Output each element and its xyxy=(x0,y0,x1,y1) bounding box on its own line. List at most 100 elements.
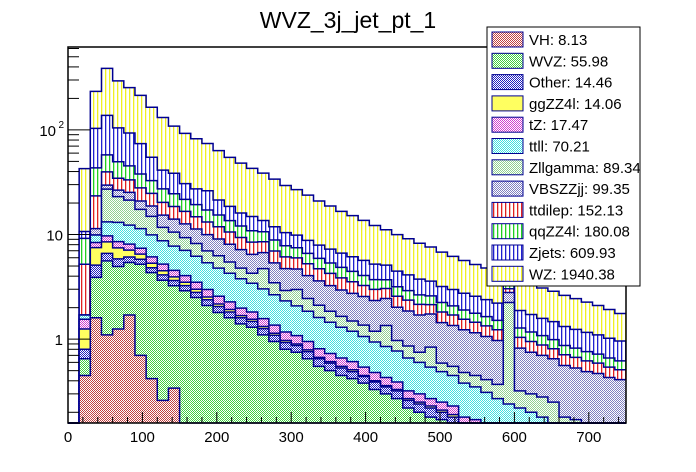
bin-other xyxy=(224,311,236,318)
bin-zjets xyxy=(492,303,504,321)
bin-ggzz4l xyxy=(146,263,158,268)
legend-item-wvz: WVZ: 55.98 xyxy=(491,52,608,70)
bin-wz xyxy=(134,95,147,144)
bin-wz xyxy=(614,313,626,342)
layer-qqzz4l xyxy=(68,154,626,424)
bin-ttll xyxy=(347,331,359,362)
bin-tz xyxy=(134,248,147,255)
bin-tz xyxy=(369,372,381,381)
bin-ggzz4l xyxy=(235,315,247,318)
bin-zllgamma xyxy=(146,216,158,235)
bin-qqzz4l xyxy=(391,286,403,297)
bin-qqzz4l xyxy=(324,262,336,274)
bin-vbszzjj xyxy=(603,377,615,423)
bin-ttdilep xyxy=(280,256,292,269)
bin-vbszzjj xyxy=(402,310,414,347)
legend-label: tZ: 17.47 xyxy=(529,117,588,134)
bin-zllgamma xyxy=(224,261,236,274)
bin-ggzz4l xyxy=(447,414,459,418)
bin-other xyxy=(246,321,258,328)
bin-ttdilep xyxy=(324,273,336,286)
bin-zjets xyxy=(614,341,626,361)
bin-other xyxy=(302,351,314,359)
bin-zjets xyxy=(112,127,124,162)
bin-ttdilep xyxy=(447,315,459,326)
outline-ttdilep xyxy=(68,171,626,424)
bin-ttll xyxy=(112,222,124,242)
bin-zjets xyxy=(358,260,370,276)
bin-ggzz4l xyxy=(402,398,414,401)
bin-vh xyxy=(134,355,147,423)
legend-item-wz: WZ: 1940.38 xyxy=(491,265,615,283)
bin-zjets xyxy=(447,289,459,306)
bin-ttll xyxy=(190,256,202,283)
bin-wz xyxy=(224,157,236,207)
bin-ggzz4l xyxy=(413,402,426,405)
bin-wz xyxy=(492,271,504,304)
bin-wvz xyxy=(425,417,437,423)
bin-vbszzjj xyxy=(168,219,180,233)
bin-wz xyxy=(90,91,102,129)
bin-wvz xyxy=(335,375,347,423)
bin-tz xyxy=(190,282,202,290)
bin-tz xyxy=(436,402,448,411)
bin-ggzz4l xyxy=(302,349,314,352)
bin-ttdilep xyxy=(90,195,102,229)
bin-wz xyxy=(581,302,593,333)
bin-vbszzjj xyxy=(380,298,392,326)
bin-wvz xyxy=(79,358,91,376)
bin-ttdilep xyxy=(413,304,426,316)
bin-zjets xyxy=(101,115,113,155)
legend-swatch xyxy=(491,74,524,91)
bin-vh xyxy=(146,378,158,423)
bin-ttdilep xyxy=(157,202,169,216)
bin-wz xyxy=(268,179,281,227)
bin-ttll xyxy=(525,412,537,423)
bin-ggzz4l xyxy=(190,289,202,293)
layer-ttdilep xyxy=(68,171,626,424)
bin-wz xyxy=(358,220,370,261)
bin-other xyxy=(335,368,347,376)
bin-qqzz4l xyxy=(380,279,392,289)
bin-vbszzjj xyxy=(246,254,258,274)
x-tick-label: 600 xyxy=(502,429,527,446)
outline-tz xyxy=(68,235,626,424)
bin-zjets xyxy=(514,310,526,328)
bin-ttdilep xyxy=(536,344,548,356)
layer-ttll xyxy=(68,221,626,424)
layer-wz xyxy=(68,67,626,424)
bin-ttll xyxy=(358,336,370,368)
bin-qqzz4l xyxy=(492,320,504,330)
bin-vbszzjj xyxy=(447,325,459,367)
legend-item-other: Other: 14.46 xyxy=(491,74,612,92)
bin-tz xyxy=(280,332,292,341)
bin-wvz xyxy=(380,393,392,423)
bin-ttdilep xyxy=(380,288,392,299)
bin-zllgamma xyxy=(134,209,147,229)
bin-zjets xyxy=(246,216,258,231)
bin-zllgamma xyxy=(190,243,202,257)
legend-label: VBSZZjj: 99.35 xyxy=(529,181,630,198)
bin-tz xyxy=(268,325,281,334)
bin-ttll xyxy=(257,288,269,319)
bin-tz xyxy=(391,381,403,390)
bin-ttdilep xyxy=(458,319,470,330)
bin-wz xyxy=(469,264,481,297)
outline-qqzz4l xyxy=(68,154,626,424)
bin-ttdilep xyxy=(268,250,281,263)
bin-zllgamma xyxy=(257,268,269,289)
bin-ttll xyxy=(79,315,91,320)
bin-zjets xyxy=(536,318,548,336)
bin-vh xyxy=(168,388,180,423)
bin-ttdilep xyxy=(168,206,180,220)
outline-zjets xyxy=(68,114,626,424)
bin-zllgamma xyxy=(335,316,347,328)
bin-wz xyxy=(525,284,537,315)
bin-zllgamma xyxy=(503,302,515,405)
bin-qqzz4l xyxy=(425,295,437,305)
bin-ggzz4l xyxy=(179,282,191,286)
bin-zllgamma xyxy=(413,352,426,363)
bin-tz xyxy=(458,417,470,423)
bin-other xyxy=(291,345,303,353)
legend-swatch xyxy=(491,180,524,197)
